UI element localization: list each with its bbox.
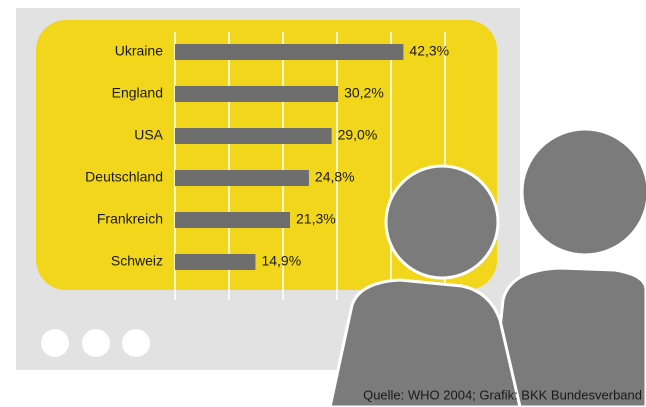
bar — [175, 212, 291, 228]
dot — [122, 329, 150, 357]
bar — [175, 254, 256, 270]
value-label: 29,0% — [338, 127, 378, 143]
bar — [175, 86, 339, 102]
category-label: USA — [134, 127, 163, 143]
bar — [175, 128, 332, 144]
bar — [175, 170, 309, 186]
head — [384, 164, 500, 280]
body — [490, 266, 646, 407]
category-label: Deutschland — [85, 169, 163, 185]
dot — [82, 329, 110, 357]
people — [328, 127, 646, 407]
source: Quelle: WHO 2004; Grafik: BKK Bundesverb… — [363, 387, 642, 402]
value-label: 14,9% — [261, 253, 301, 269]
category-label: England — [112, 85, 163, 101]
dot — [41, 329, 69, 357]
category-label: Schweiz — [111, 253, 163, 269]
body — [328, 278, 522, 407]
value-label: 30,2% — [344, 85, 384, 101]
head — [520, 127, 646, 257]
value-label: 24,8% — [315, 169, 355, 185]
category-label: Frankreich — [97, 211, 163, 227]
screen — [36, 20, 497, 290]
bar — [175, 44, 404, 60]
value-label: 21,3% — [296, 211, 336, 227]
category-label: Ukraine — [115, 43, 163, 59]
value-label: 42,3% — [409, 43, 449, 59]
